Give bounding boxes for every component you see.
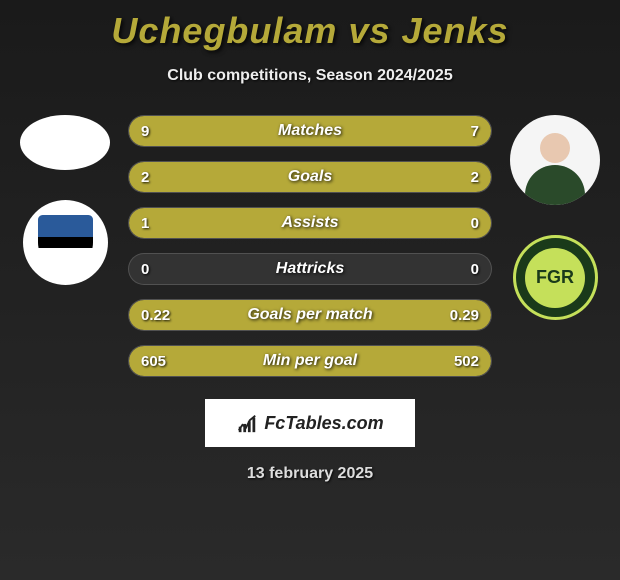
stat-bar-matches: 9 7 Matches: [128, 115, 492, 147]
stat-label: Goals per match: [247, 306, 372, 324]
stat-fill-right: [310, 162, 491, 192]
stat-value-left: 605: [141, 353, 166, 370]
stat-label: Goals: [288, 168, 332, 186]
comparison-title: Uchegbulam vs Jenks: [0, 0, 620, 52]
left-player-column: [10, 115, 120, 377]
stat-value-left: 1: [141, 215, 149, 232]
stat-value-right: 0: [471, 261, 479, 278]
stat-label: Assists: [282, 214, 339, 232]
stats-column: 9 7 Matches 2 2 Goals 1 0 Assists 0 0 Hattricks 0.22…: [120, 115, 500, 377]
right-player-avatar: [510, 115, 600, 205]
right-player-column: FGR: [500, 115, 610, 377]
stat-value-right: 2: [471, 169, 479, 186]
stat-value-left: 0.22: [141, 307, 170, 324]
stat-bar-goals-per-match: 0.22 0.29 Goals per match: [128, 299, 492, 331]
stat-fill-left: [129, 162, 310, 192]
stat-label: Hattricks: [276, 260, 344, 278]
stat-label: Matches: [278, 122, 342, 140]
stat-bar-goals: 2 2 Goals: [128, 161, 492, 193]
comparison-body: 9 7 Matches 2 2 Goals 1 0 Assists 0 0 Hattricks 0.22…: [0, 115, 620, 377]
season-subtitle: Club competitions, Season 2024/2025: [0, 67, 620, 85]
stat-bar-assists: 1 0 Assists: [128, 207, 492, 239]
stat-bar-hattricks: 0 0 Hattricks: [128, 253, 492, 285]
snapshot-date: 13 february 2025: [0, 465, 620, 483]
branding-chart-icon: [236, 412, 258, 434]
branding-banner: FcTables.com: [205, 399, 415, 447]
stat-value-left: 2: [141, 169, 149, 186]
branding-label: FcTables.com: [264, 413, 383, 434]
stat-value-right: 7: [471, 123, 479, 140]
stat-label: Min per goal: [263, 352, 357, 370]
stat-bar-min-per-goal: 605 502 Min per goal: [128, 345, 492, 377]
stat-value-left: 0: [141, 261, 149, 278]
left-player-avatar: [20, 115, 110, 170]
stat-fill-right: [332, 116, 491, 146]
stat-value-right: 502: [454, 353, 479, 370]
right-club-badge: FGR: [513, 235, 598, 320]
stat-value-right: 0: [471, 215, 479, 232]
stat-value-left: 9: [141, 123, 149, 140]
right-club-badge-text: FGR: [525, 248, 585, 308]
stat-value-right: 0.29: [450, 307, 479, 324]
left-club-badge: [23, 200, 108, 285]
